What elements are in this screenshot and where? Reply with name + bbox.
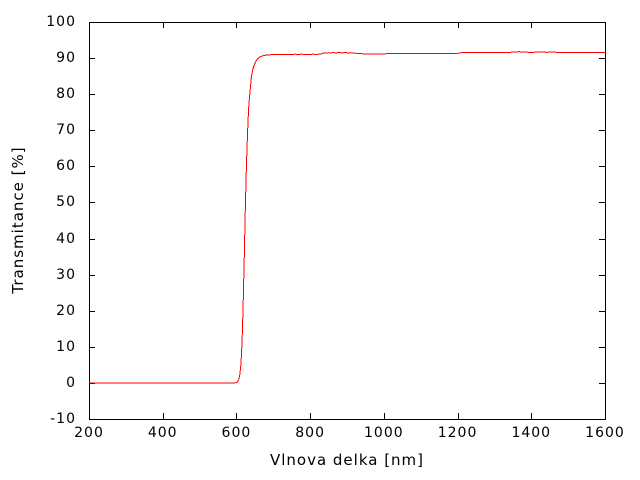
y-tick-label: 100 xyxy=(46,14,76,30)
x-tick-label: 1000 xyxy=(364,425,404,441)
x-tick-label: 800 xyxy=(295,425,326,441)
x-tick-label: 1200 xyxy=(437,425,478,441)
y-tick-label: 80 xyxy=(56,86,76,103)
y-axis-title: Transmitance [%] xyxy=(9,146,27,294)
x-tick-label: 400 xyxy=(147,425,178,441)
x-axis-title: Vlnova delka [nm] xyxy=(269,451,425,469)
y-tick-label: 60 xyxy=(56,158,76,175)
y-tick-label: 90 xyxy=(56,50,76,67)
y-tick-label: -10 xyxy=(50,411,76,427)
transmittance-curve xyxy=(89,51,605,384)
y-tick-label: 30 xyxy=(56,266,76,283)
axes xyxy=(89,22,606,420)
y-tick-label: 70 xyxy=(56,122,76,139)
y-tick-label: 50 xyxy=(56,194,76,211)
y-tick-label: 20 xyxy=(56,302,76,319)
x-tick-label: 1400 xyxy=(511,425,552,441)
y-tick-label: 40 xyxy=(56,230,76,247)
x-tick-label: 600 xyxy=(221,425,252,441)
y-tick-label: 0 xyxy=(66,374,76,391)
x-tick-label: 200 xyxy=(74,425,104,441)
x-tick-label: 1600 xyxy=(585,425,625,441)
y-tick-label: 10 xyxy=(56,338,76,355)
